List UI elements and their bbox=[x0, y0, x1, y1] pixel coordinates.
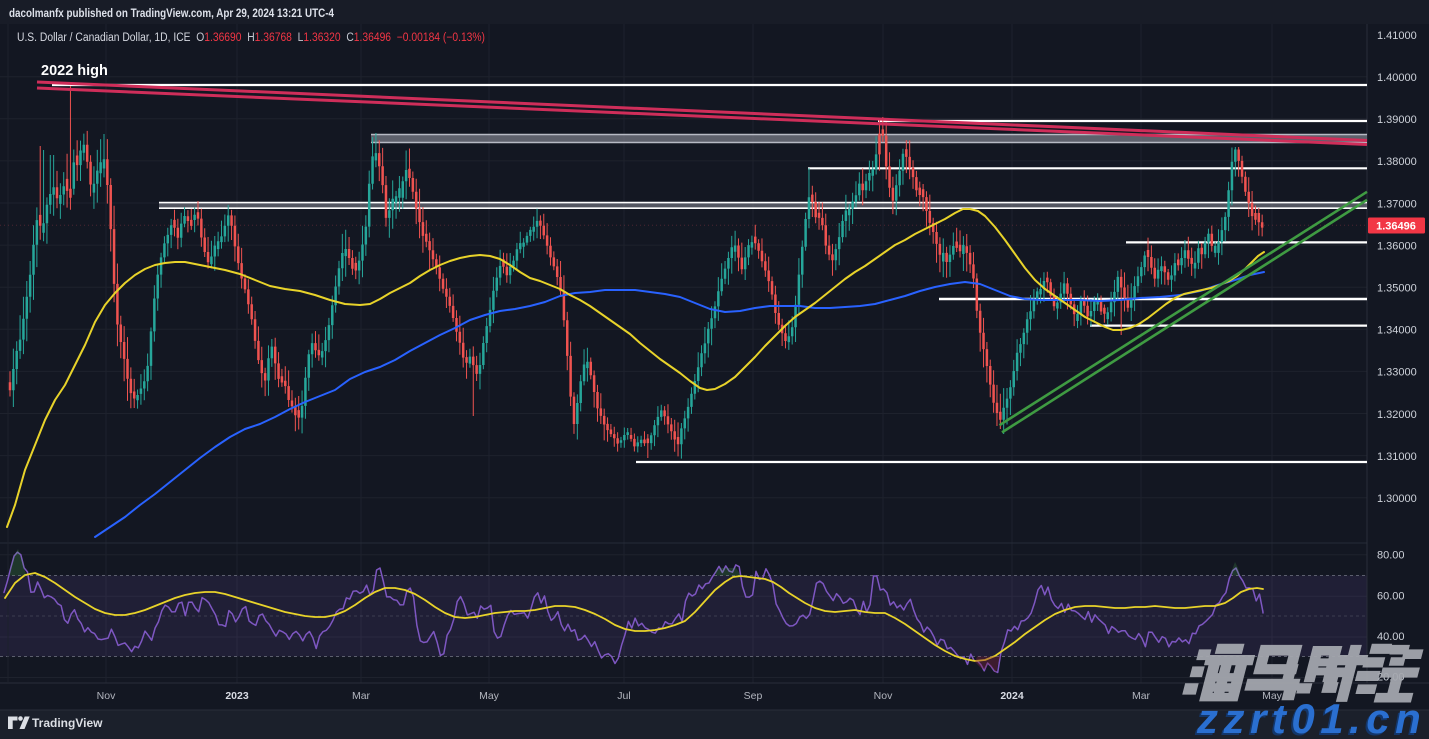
svg-text:2023: 2023 bbox=[225, 690, 249, 702]
svg-text:1.40000: 1.40000 bbox=[1377, 72, 1417, 84]
svg-text:1.30000: 1.30000 bbox=[1377, 493, 1417, 505]
svg-text:U.S. Dollar / Canadian Dollar,: U.S. Dollar / Canadian Dollar, 1D, ICE O… bbox=[17, 32, 485, 44]
svg-text:40.00: 40.00 bbox=[1377, 631, 1405, 643]
svg-text:80.00: 80.00 bbox=[1377, 550, 1405, 562]
svg-text:1.34000: 1.34000 bbox=[1377, 325, 1417, 337]
svg-text:1.32000: 1.32000 bbox=[1377, 409, 1417, 421]
svg-text:1.35000: 1.35000 bbox=[1377, 283, 1417, 295]
svg-text:dacolmanfx published on Tradin: dacolmanfx published on TradingView.com,… bbox=[9, 6, 334, 20]
svg-text:Sep: Sep bbox=[744, 690, 763, 702]
svg-text:Mar: Mar bbox=[1132, 690, 1151, 702]
svg-text:zzrt01.cn: zzrt01.cn bbox=[1196, 695, 1426, 739]
svg-text:1.38000: 1.38000 bbox=[1377, 156, 1417, 168]
svg-text:Jul: Jul bbox=[617, 690, 630, 702]
svg-text:1.31000: 1.31000 bbox=[1377, 451, 1417, 463]
svg-text:Nov: Nov bbox=[874, 690, 893, 702]
svg-text:TradingView: TradingView bbox=[32, 716, 103, 730]
svg-text:Nov: Nov bbox=[97, 690, 116, 702]
svg-text:May: May bbox=[479, 690, 500, 702]
svg-text:Mar: Mar bbox=[352, 690, 371, 702]
svg-text:1.41000: 1.41000 bbox=[1377, 30, 1417, 42]
svg-text:1.36496: 1.36496 bbox=[1376, 221, 1416, 233]
svg-text:1.36000: 1.36000 bbox=[1377, 240, 1417, 252]
svg-text:1.39000: 1.39000 bbox=[1377, 114, 1417, 126]
svg-text:1.33000: 1.33000 bbox=[1377, 367, 1417, 379]
svg-text:2022 high: 2022 high bbox=[41, 63, 108, 79]
svg-text:60.00: 60.00 bbox=[1377, 590, 1405, 602]
svg-text:May: May bbox=[1262, 690, 1283, 702]
svg-text:2024: 2024 bbox=[1000, 690, 1024, 702]
svg-text:1.37000: 1.37000 bbox=[1377, 198, 1417, 210]
svg-text:zzrt01.cn: zzrt01.cn bbox=[1194, 697, 1424, 739]
